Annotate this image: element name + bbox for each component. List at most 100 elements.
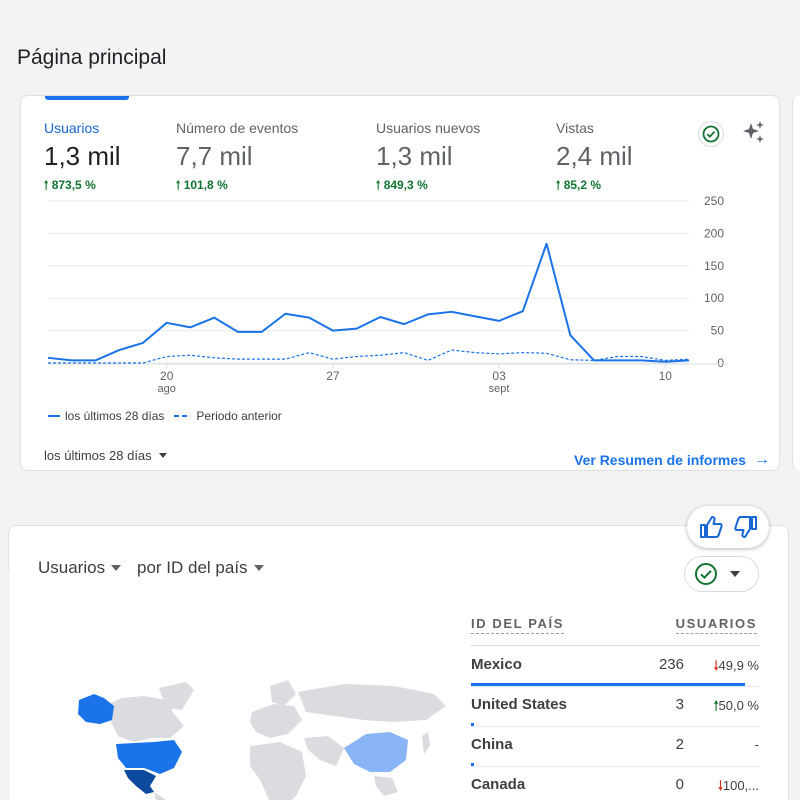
arrow-up-icon: 🠑 <box>44 178 49 192</box>
y-tick-label: 250 <box>704 196 724 208</box>
map-europe <box>250 704 302 738</box>
data-quality-button[interactable] <box>698 121 724 147</box>
next-card-edge <box>792 95 800 471</box>
map-central-america <box>154 792 166 800</box>
metric-value: 2,4 mil <box>556 141 633 171</box>
thumbs-down-icon[interactable] <box>733 514 759 540</box>
sparkle-icon[interactable] <box>740 120 766 146</box>
map-africa <box>250 742 306 800</box>
x-tick-label: 27 <box>326 369 340 383</box>
country-name: Mexico <box>471 656 522 673</box>
map-russia <box>298 684 446 722</box>
page-title: Página principal <box>17 46 167 69</box>
metric-value: 1,3 mil <box>44 141 121 171</box>
user-count: 236 <box>658 656 684 673</box>
table-row[interactable]: China 2 - <box>471 726 759 767</box>
change-value: 🠑50,0 % <box>713 698 759 713</box>
share-bar <box>471 683 745 686</box>
country-name: United States <box>471 696 567 713</box>
thumbs-up-icon[interactable] <box>698 514 724 540</box>
map-canada <box>104 696 184 742</box>
map-scandinavia <box>270 680 296 706</box>
check-circle-icon <box>695 563 717 585</box>
change-value: 🠓49,9 % <box>713 658 759 673</box>
date-range-dropdown[interactable]: los últimos 28 días <box>44 448 167 463</box>
metric-dropdown[interactable]: Usuarios <box>38 558 122 578</box>
y-tick-label: 200 <box>704 226 724 240</box>
row-divider <box>471 686 759 687</box>
table-row[interactable]: Canada 0 🠓100,... <box>471 766 759 800</box>
map-usa <box>116 740 182 774</box>
arrow-up-icon: 🠑 <box>556 178 561 192</box>
active-tab-indicator <box>45 96 129 100</box>
x-tick-label: 20 <box>160 369 174 383</box>
view-report-summary-link[interactable]: Ver Resumen de informes → <box>574 451 770 468</box>
metric-value: 7,7 mil <box>176 141 253 171</box>
arrow-up-icon: 🠑 <box>176 178 181 192</box>
metric-tab-events[interactable]: Número de eventos 7,7 mil 🠑 101,8 % <box>176 120 298 197</box>
metric-delta: 🠑 85,2 % <box>556 178 602 192</box>
overview-card: Usuarios 1,3 mil 🠑 873,5 % Número de eve… <box>20 95 780 471</box>
metric-label: Usuarios <box>44 120 100 136</box>
x-tick-label: 10 <box>659 369 673 383</box>
arrow-up-icon: 🠑 <box>376 178 381 192</box>
y-tick-label: 100 <box>704 291 724 305</box>
caret-down-icon <box>730 571 740 577</box>
map-greenland <box>159 682 194 710</box>
metric-delta: 🠑 849,3 % <box>376 178 428 192</box>
legend-previous: Periodo anterior <box>174 409 282 423</box>
x-tick-label: 03 <box>492 369 506 383</box>
legend-current: los últimos 28 días <box>48 409 164 423</box>
table-row[interactable]: United States 3 🠑50,0 % <box>471 686 759 727</box>
change-value: - <box>754 737 759 752</box>
user-count: 2 <box>675 736 684 753</box>
map-japan <box>422 732 430 754</box>
share-bar <box>471 723 475 726</box>
user-count: 0 <box>675 776 684 793</box>
header-divider <box>471 645 759 646</box>
map-alaska <box>78 694 114 724</box>
metric-tab-users[interactable]: Usuarios 1,3 mil 🠑 873,5 % <box>44 120 121 197</box>
user-count: 3 <box>675 696 684 713</box>
country-name: China <box>471 736 513 753</box>
arrow-right-icon: → <box>753 451 770 468</box>
arrow-down-icon: 🠓 <box>713 658 719 673</box>
change-value: 🠓100,... <box>718 778 759 793</box>
metric-delta: 🠑 101,8 % <box>176 178 228 192</box>
caret-down-icon <box>111 565 122 571</box>
metric-tab-new-users[interactable]: Usuarios nuevos 1,3 mil 🠑 849,3 % <box>376 120 480 197</box>
table-row[interactable]: Mexico 236 🠓49,9 % <box>471 646 759 687</box>
caret-down-icon <box>158 453 167 458</box>
x-tick-sublabel: sept <box>489 383 510 395</box>
country-name: Canada <box>471 776 526 793</box>
metric-tab-views[interactable]: Vistas 2,4 mil 🠑 85,2 % <box>556 120 633 197</box>
map-mexico <box>124 770 156 794</box>
data-quality-dropdown[interactable] <box>684 556 759 592</box>
check-circle-icon <box>702 125 720 143</box>
row-divider <box>471 726 759 727</box>
caret-down-icon <box>253 565 264 571</box>
series-line-previous <box>48 349 690 364</box>
world-map <box>78 680 446 800</box>
dimension-dropdown[interactable]: por ID del país <box>137 558 264 578</box>
row-divider <box>471 766 759 767</box>
dashed-line-swatch <box>174 415 191 417</box>
y-tick-label: 150 <box>704 259 724 273</box>
map-middle-east <box>304 736 344 766</box>
country-card: Usuarios por ID del país <box>8 525 789 800</box>
series-line-current <box>47 242 690 363</box>
share-bar <box>471 763 474 766</box>
map-china <box>344 732 408 772</box>
metric-value: 1,3 mil <box>376 141 453 171</box>
arrow-down-icon: 🠓 <box>718 778 723 793</box>
y-tick-label: 0 <box>717 356 724 370</box>
col-header-country[interactable]: ID DEL PAÍS <box>471 616 564 634</box>
metric-label: Vistas <box>556 120 594 136</box>
col-header-users[interactable]: USUARIOS <box>675 616 757 634</box>
solid-line-swatch <box>48 415 60 417</box>
arrow-up-icon: 🠑 <box>713 698 719 713</box>
feedback-buttons <box>687 506 769 548</box>
metric-label: Número de eventos <box>176 120 299 136</box>
metric-delta: 🠑 873,5 % <box>44 178 96 192</box>
